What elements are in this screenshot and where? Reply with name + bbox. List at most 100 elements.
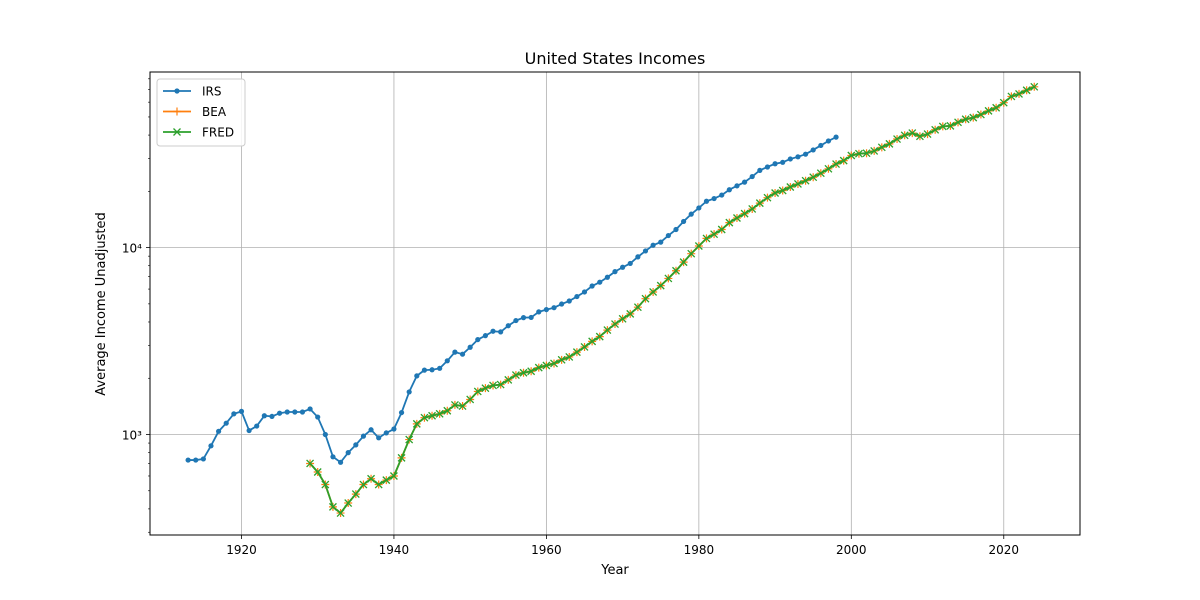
chart-title: United States Incomes xyxy=(525,49,706,68)
data-point xyxy=(771,189,780,197)
data-point xyxy=(741,179,748,185)
x-tick-label: 2000 xyxy=(836,543,867,557)
data-point xyxy=(696,205,702,211)
data-point xyxy=(443,406,452,415)
data-point xyxy=(389,472,398,480)
data-point xyxy=(376,435,382,441)
data-point xyxy=(344,499,353,507)
data-point xyxy=(810,147,816,153)
data-point xyxy=(313,468,322,476)
data-point xyxy=(581,289,588,295)
data-point xyxy=(740,209,749,218)
x-axis-label: Year xyxy=(600,563,629,578)
data-point xyxy=(931,125,940,134)
y-axis-label: Average Income Unadjusted xyxy=(94,212,109,395)
data-point xyxy=(635,254,641,260)
data-point xyxy=(437,365,443,371)
data-point xyxy=(520,315,527,321)
plot-frame xyxy=(149,71,1081,536)
data-point xyxy=(328,502,337,511)
data-point xyxy=(839,156,848,165)
x-tick-label: 2020 xyxy=(988,543,1019,557)
data-point xyxy=(359,480,368,489)
data-point xyxy=(174,88,180,94)
data-point xyxy=(1015,89,1023,98)
data-point xyxy=(351,490,360,499)
data-point xyxy=(580,343,589,351)
data-point xyxy=(595,332,604,341)
data-point xyxy=(473,387,482,396)
data-point xyxy=(421,367,428,373)
x-tick-label: 1960 xyxy=(531,543,562,557)
legend-label: BEA xyxy=(202,105,227,119)
data-point xyxy=(337,459,344,465)
data-point xyxy=(382,476,391,485)
data-point xyxy=(611,320,619,328)
data-point xyxy=(589,283,595,289)
data-point xyxy=(793,180,802,188)
data-point xyxy=(557,355,566,364)
series-layer xyxy=(185,82,1039,518)
data-point xyxy=(801,176,810,185)
axis-ticks: 1920 1940 1960 1980 2000 2020 10³ 10⁴ xyxy=(122,78,1019,557)
data-point xyxy=(397,453,406,462)
data-point xyxy=(612,269,618,275)
data-point xyxy=(496,380,505,389)
data-point xyxy=(1007,92,1016,101)
data-point xyxy=(269,413,275,420)
data-point xyxy=(216,428,222,434)
data-point xyxy=(345,450,351,456)
data-point xyxy=(604,274,610,280)
data-point xyxy=(498,329,504,335)
data-point xyxy=(885,139,894,148)
y-tick-label: 10⁴ xyxy=(122,242,142,256)
data-point xyxy=(642,248,649,254)
data-point xyxy=(633,303,642,312)
data-point xyxy=(755,199,764,208)
data-point xyxy=(802,151,809,157)
data-point xyxy=(946,121,955,130)
data-point xyxy=(246,427,252,434)
data-point xyxy=(688,211,694,217)
data-point xyxy=(550,359,558,368)
data-point xyxy=(504,375,513,384)
data-point xyxy=(574,293,580,300)
legend: IRS BEA FRED xyxy=(156,78,246,147)
data-point xyxy=(414,373,420,379)
data-point xyxy=(938,122,947,131)
data-point xyxy=(412,419,421,428)
data-point xyxy=(725,218,734,227)
data-point xyxy=(238,408,245,414)
data-point xyxy=(992,103,1001,112)
data-point xyxy=(444,358,450,364)
y-tick-label: 10³ xyxy=(122,429,142,443)
data-point xyxy=(559,301,565,307)
data-point xyxy=(954,118,962,127)
data-point xyxy=(588,337,597,346)
data-point xyxy=(306,459,315,468)
data-point xyxy=(795,154,801,160)
data-point xyxy=(984,106,993,115)
data-point xyxy=(626,309,635,318)
data-point xyxy=(597,279,603,285)
data-point xyxy=(534,363,543,372)
data-point xyxy=(481,384,490,393)
data-point xyxy=(406,389,412,395)
data-point xyxy=(428,411,437,420)
data-point xyxy=(656,281,665,290)
data-point xyxy=(420,413,429,422)
data-point xyxy=(877,143,886,152)
data-point xyxy=(405,435,414,444)
data-point xyxy=(787,156,793,162)
data-point xyxy=(658,239,664,245)
data-point xyxy=(764,164,771,170)
data-point xyxy=(733,214,741,222)
data-point xyxy=(490,328,496,334)
data-point xyxy=(681,218,687,225)
data-point xyxy=(566,298,572,304)
data-point xyxy=(374,480,383,489)
data-point xyxy=(772,161,778,167)
data-point xyxy=(367,474,376,483)
data-point xyxy=(284,409,290,415)
data-point xyxy=(780,159,786,165)
